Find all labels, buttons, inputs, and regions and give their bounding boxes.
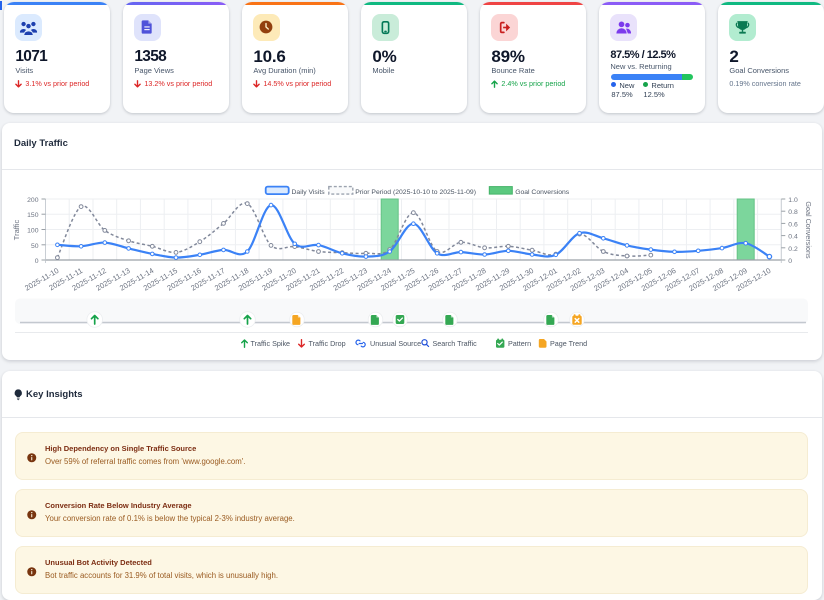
svg-text:Unusual Source: Unusual Source	[370, 339, 421, 348]
svg-text:0.2: 0.2	[788, 246, 798, 253]
svg-text:Prior Period (2025-10-10 to 20: Prior Period (2025-10-10 to 2025-11-09)	[355, 189, 476, 196]
svg-text:Pattern: Pattern	[508, 339, 531, 348]
svg-text:150: 150	[27, 212, 39, 219]
svg-text:Traffic Drop: Traffic Drop	[309, 339, 346, 348]
svg-text:Traffic: Traffic	[12, 220, 21, 241]
svg-text:Goal Conversions: Goal Conversions	[515, 189, 570, 196]
svg-text:0: 0	[35, 258, 39, 265]
svg-text:100: 100	[27, 228, 39, 235]
svg-text:200: 200	[27, 197, 39, 204]
svg-text:0: 0	[788, 258, 792, 265]
svg-text:Page Trend: Page Trend	[550, 339, 587, 348]
svg-text:1.0: 1.0	[788, 197, 798, 204]
svg-text:0.8: 0.8	[788, 209, 798, 216]
svg-text:0.4: 0.4	[788, 234, 798, 241]
svg-text:Traffic Spike: Traffic Spike	[251, 339, 291, 348]
svg-text:Goal Conversions: Goal Conversions	[804, 201, 813, 259]
svg-text:Search Traffic: Search Traffic	[433, 339, 478, 348]
svg-text:50: 50	[31, 243, 39, 250]
svg-text:Daily Visits: Daily Visits	[292, 189, 326, 196]
svg-text:0.6: 0.6	[788, 221, 798, 228]
